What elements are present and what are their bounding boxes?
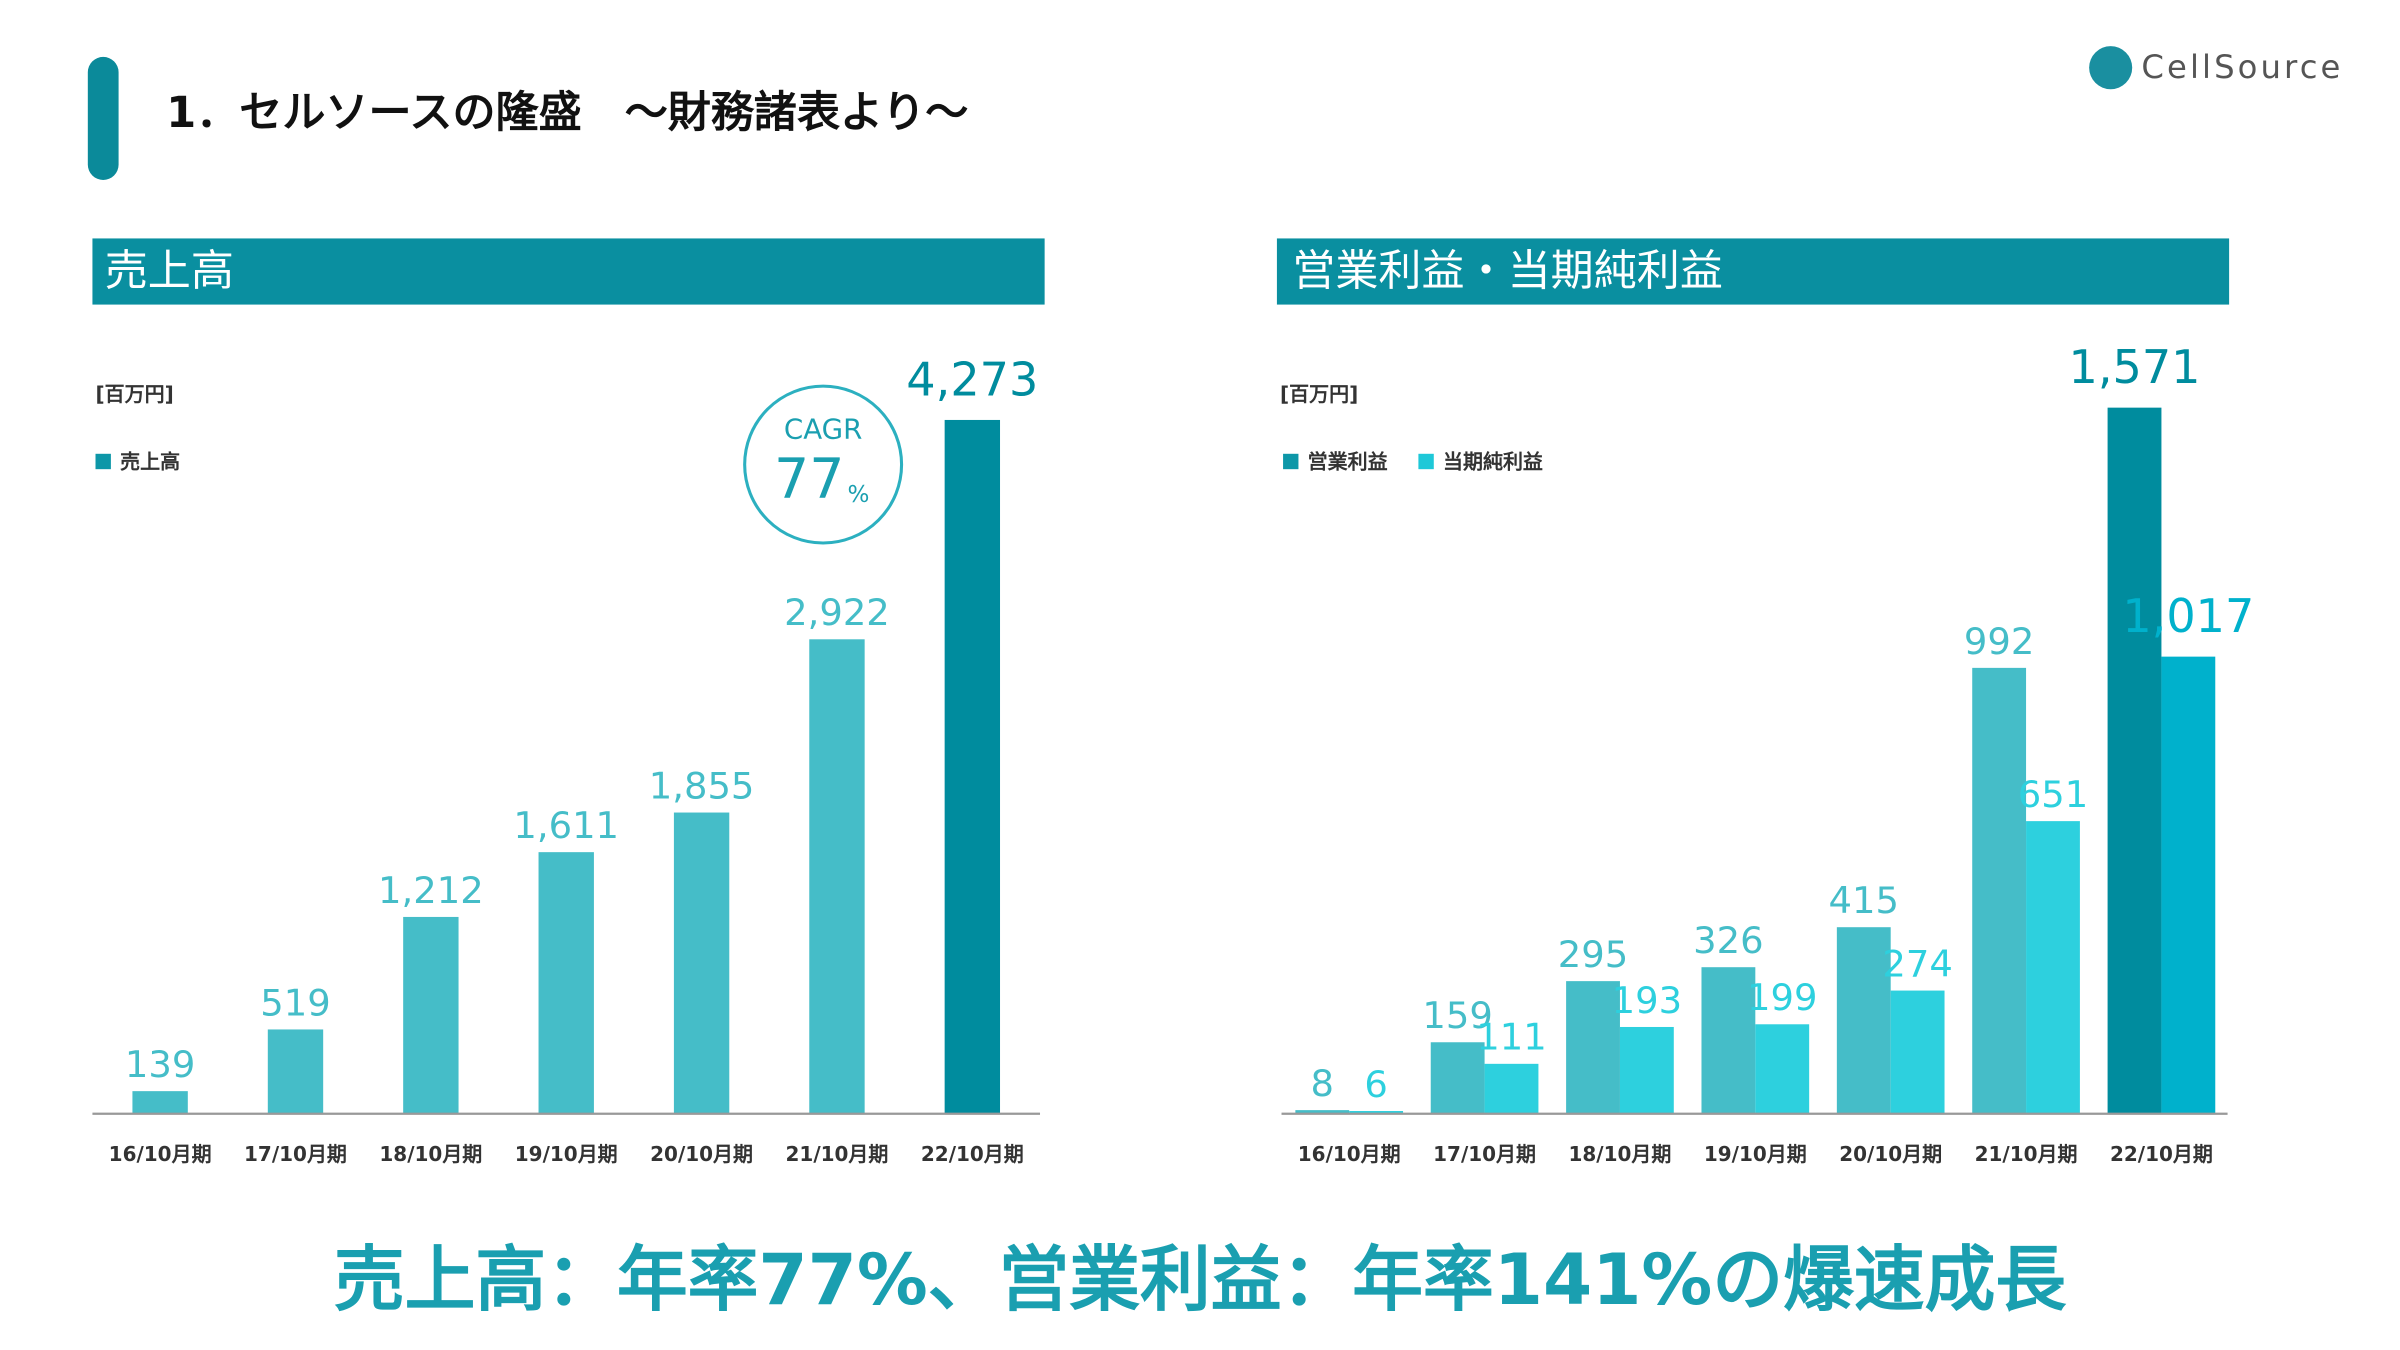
bar xyxy=(1890,990,1945,1114)
value-label: 4,273 xyxy=(906,353,1038,407)
cagr-label: CAGR xyxy=(784,413,862,446)
cagr-circle xyxy=(743,384,904,545)
bar xyxy=(1430,1042,1485,1114)
bar xyxy=(538,852,594,1114)
bar xyxy=(403,916,459,1114)
x-tick-label: 22/10月期 xyxy=(2110,1142,2213,1166)
value-label: 1,855 xyxy=(649,764,755,807)
legend-label: 売上高 xyxy=(120,450,180,474)
legend-swatch xyxy=(95,453,111,470)
footer-message: 売上高：年率77%、営業利益：年率141%の爆速成長 xyxy=(334,1238,2066,1321)
bar xyxy=(1566,981,1620,1114)
logo-mark xyxy=(2089,46,2133,90)
panel-header xyxy=(92,238,1045,305)
value-label: 274 xyxy=(1882,942,1952,985)
value-label: 415 xyxy=(1829,879,1899,922)
value-label: 326 xyxy=(1693,919,1763,962)
bar xyxy=(1484,1063,1539,1114)
value-label: 6 xyxy=(1364,1063,1387,1106)
x-tick-label: 19/10月期 xyxy=(515,1142,618,1166)
value-label: 111 xyxy=(1476,1016,1546,1059)
value-label: 1,017 xyxy=(2122,589,2254,643)
bar xyxy=(1619,1026,1674,1114)
x-tick-label: 17/10月期 xyxy=(244,1142,347,1166)
bar xyxy=(1836,927,1891,1114)
unit-label: [百万円] xyxy=(96,382,174,406)
x-tick-label: 21/10月期 xyxy=(786,1142,889,1166)
x-tick-label: 18/10月期 xyxy=(379,1142,482,1166)
bar xyxy=(809,639,865,1114)
accent-bar xyxy=(87,56,119,180)
x-tick-label: 21/10月期 xyxy=(1975,1142,2078,1166)
logo-text: CellSource xyxy=(2141,48,2343,86)
value-label: 651 xyxy=(2018,773,2088,816)
value-label: 295 xyxy=(1558,933,1628,976)
value-label: 193 xyxy=(1612,979,1682,1022)
bar xyxy=(1701,967,1756,1114)
bar xyxy=(944,419,1001,1114)
slide-title: 1．セルソースの隆盛 ～財務諸表より～ xyxy=(166,88,968,138)
value-label: 159 xyxy=(1422,994,1492,1037)
x-tick-label: 16/10月期 xyxy=(109,1142,212,1166)
x-tick-label: 19/10月期 xyxy=(1704,1142,1807,1166)
legend-label: 当期純利益 xyxy=(1443,450,1543,474)
value-label: 992 xyxy=(1964,620,2034,663)
bar xyxy=(2161,656,2216,1114)
value-label: 519 xyxy=(260,981,330,1024)
bar xyxy=(1972,667,2027,1114)
bar xyxy=(2026,821,2080,1114)
legend-swatch xyxy=(1418,453,1434,470)
bar xyxy=(1755,1024,1810,1114)
legend-label: 営業利益 xyxy=(1308,450,1388,474)
bar xyxy=(1349,1111,1404,1114)
value-label: 1,571 xyxy=(2068,340,2200,394)
panel-title: 売上高 xyxy=(105,246,234,296)
x-tick-label: 20/10月期 xyxy=(1839,1142,1942,1166)
chart: 8 159 295 326 415 992 1,571 6 111 193 199 274 651 1,0… xyxy=(1295,340,2254,1114)
bar xyxy=(1295,1110,1350,1114)
x-tick-label: 22/10月期 xyxy=(921,1142,1024,1166)
x-tick-label: 16/10月期 xyxy=(1298,1142,1401,1166)
x-tick-label: 20/10月期 xyxy=(650,1142,753,1166)
value-label: 2,922 xyxy=(784,591,890,634)
cagr-unit: % xyxy=(848,482,870,508)
cagr-value: 77 xyxy=(774,448,844,512)
value-label: 139 xyxy=(125,1043,195,1086)
bar xyxy=(132,1091,188,1114)
value-label: 8 xyxy=(1311,1062,1334,1105)
bar xyxy=(673,812,730,1114)
value-label: 1,212 xyxy=(378,869,484,912)
panel-title: 営業利益・当期純利益 xyxy=(1292,246,1723,296)
chart: 139 519 1,212 1,611 1,855 2,922 4,273 xyxy=(125,353,1038,1114)
value-label: 1,611 xyxy=(513,804,619,847)
legend-swatch xyxy=(1283,453,1299,470)
unit-label: [百万円] xyxy=(1280,382,1358,406)
bar xyxy=(267,1029,324,1114)
value-label: 199 xyxy=(1747,976,1817,1019)
bar xyxy=(2107,407,2162,1114)
x-tick-label: 17/10月期 xyxy=(1433,1142,1536,1166)
panel-header xyxy=(1276,238,2230,305)
x-tick-label: 18/10月期 xyxy=(1569,1142,1672,1166)
